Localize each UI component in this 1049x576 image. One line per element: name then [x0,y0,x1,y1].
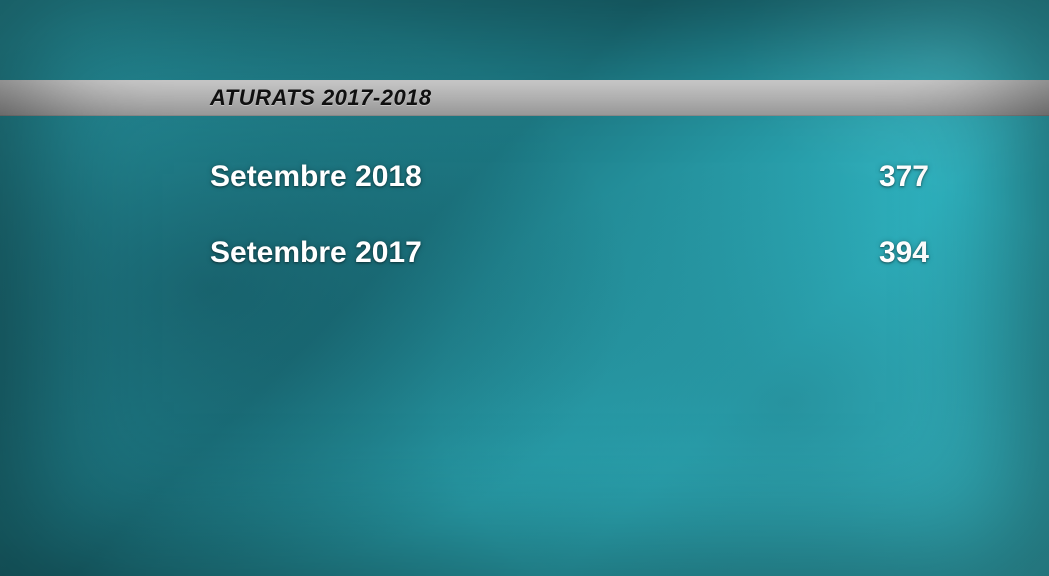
data-table: Setembre 2018 377 Setembre 2017 394 [210,160,929,312]
row-label: Setembre 2018 [210,160,422,194]
row-label: Setembre 2017 [210,236,422,270]
title-text: ATURATS 2017-2018 [210,85,432,111]
table-row: Setembre 2017 394 [210,236,929,270]
row-value: 377 [839,160,929,194]
title-bar: ATURATS 2017-2018 [0,80,1049,116]
row-value: 394 [839,236,929,270]
table-row: Setembre 2018 377 [210,160,929,194]
